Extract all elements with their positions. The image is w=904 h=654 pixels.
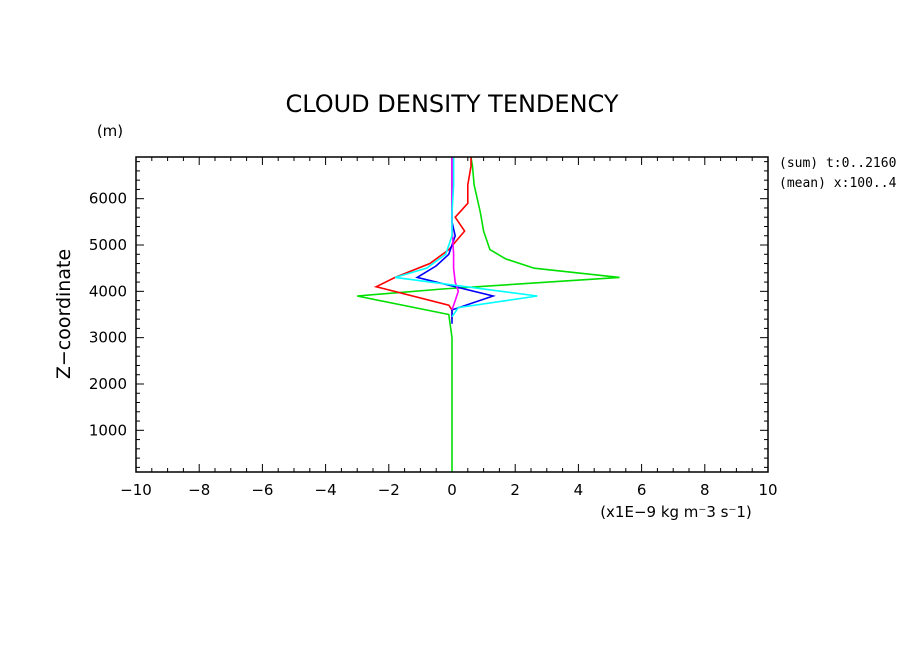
x-tick-label: 4 bbox=[574, 481, 584, 499]
x-tick-label: −8 bbox=[188, 481, 210, 499]
plot-frame bbox=[135, 156, 769, 473]
series-line-5 bbox=[394, 157, 538, 318]
y-tick-label: 3000 bbox=[89, 329, 127, 347]
axes: −10 −8 −6 −4 −2 0 2 4 6 8 10 1000 2000 3000 4000 5000 60… bbox=[89, 157, 778, 499]
x-tick-label: 10 bbox=[758, 481, 777, 499]
annotation-sum: (sum) t:0..2160 bbox=[779, 156, 896, 171]
y-axis-unit: (m) bbox=[97, 122, 123, 140]
x-tick-label: −2 bbox=[378, 481, 400, 499]
x-tick-label: 2 bbox=[510, 481, 520, 499]
y-tick-label: 1000 bbox=[89, 421, 127, 439]
x-tick-label: −6 bbox=[251, 481, 273, 499]
series-line-1 bbox=[357, 156, 620, 472]
x-axis-unit: (x1E−9 kg m⁻3 s⁻1) bbox=[600, 503, 752, 521]
x-tick-label: −10 bbox=[120, 481, 152, 499]
x-tick-label: −4 bbox=[315, 481, 337, 499]
y-tick-label: 4000 bbox=[89, 282, 127, 300]
x-tick-label: 0 bbox=[447, 481, 457, 499]
y-tick-label: 5000 bbox=[89, 236, 127, 254]
y-axis-label: Z−coordinate bbox=[53, 249, 75, 379]
x-tick-label: 6 bbox=[637, 481, 647, 499]
series-layer bbox=[357, 156, 620, 472]
chart-title: CLOUD DENSITY TENDENCY bbox=[285, 90, 618, 118]
x-tick-label: 8 bbox=[700, 481, 710, 499]
annotation-mean: (mean) x:100..4 bbox=[779, 176, 897, 191]
y-tick-label: 6000 bbox=[89, 190, 127, 208]
y-tick-label: 2000 bbox=[89, 375, 127, 393]
